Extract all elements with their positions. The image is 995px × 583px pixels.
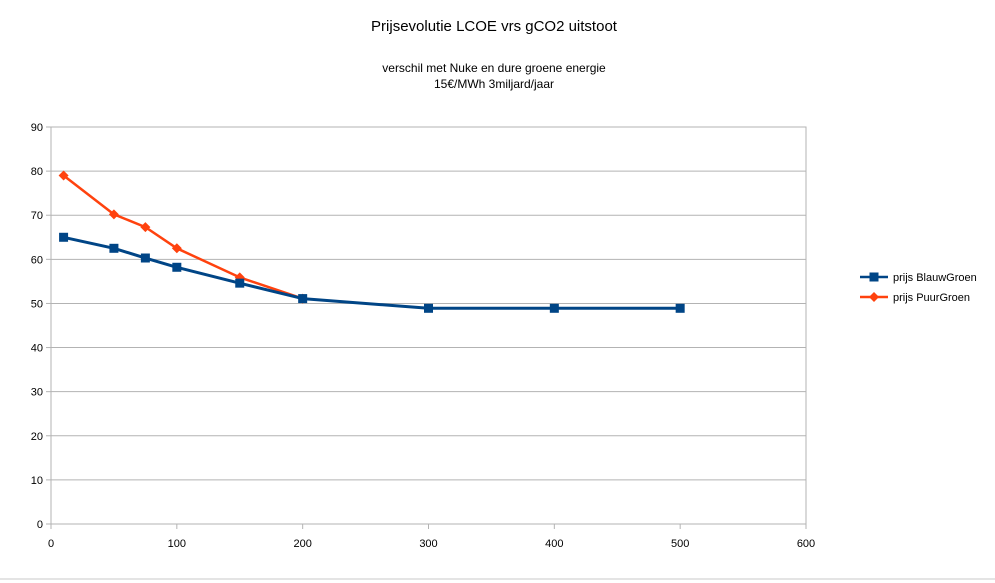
y-tick-label-9: 90 <box>31 122 43 134</box>
series-line-0 <box>63 235 681 310</box>
x-tick-label-6: 600 <box>797 538 815 550</box>
data-point-0-0 <box>59 232 69 242</box>
legend-marker-1 <box>869 292 879 302</box>
data-point-1-2 <box>140 222 151 233</box>
y-tick-label-6: 60 <box>31 254 43 266</box>
data-point-0-5 <box>298 294 308 304</box>
series-layer <box>58 170 685 313</box>
data-point-0-2 <box>140 253 150 263</box>
y-tick-label-7: 70 <box>31 210 43 222</box>
data-point-0-6 <box>424 303 433 313</box>
x-tick-label-2: 200 <box>293 538 311 550</box>
data-point-0-1 <box>109 243 119 253</box>
series-1 <box>58 170 308 304</box>
axes: 0 10 20 30 40 50 60 70 80 90 0 100 200 300 400 500 600 <box>31 122 815 550</box>
y-tick-label-2: 20 <box>31 431 43 443</box>
series-line-1 <box>62 174 304 300</box>
y-tick-label-0: 0 <box>37 519 43 531</box>
y-tick-label-8: 80 <box>31 166 43 178</box>
x-tick-label-0: 0 <box>48 538 54 550</box>
legend-label-1: prijs PuurGroen <box>893 292 970 304</box>
data-point-0-8 <box>675 303 685 313</box>
data-point-0-4 <box>235 278 245 288</box>
plot-area-border <box>50 126 807 525</box>
x-tick-label-5: 500 <box>671 538 689 550</box>
y-tick-label-5: 50 <box>31 298 43 310</box>
chart-title: Prijsevolutie LCOE vrs gCO2 uitstoot <box>371 18 618 35</box>
y-tick-label-3: 30 <box>31 387 43 399</box>
x-tick-label-3: 300 <box>419 538 437 550</box>
gridlines <box>51 126 806 525</box>
legend-entry-0: prijs BlauwGroen <box>860 272 977 284</box>
data-point-1-3 <box>171 243 182 254</box>
x-tick-label-4: 400 <box>545 538 563 550</box>
legend-entry-1: prijs PuurGroen <box>860 292 970 304</box>
y-tick-label-4: 40 <box>31 343 43 355</box>
x-tick-label-1: 100 <box>168 538 186 550</box>
legend-label-0: prijs BlauwGroen <box>893 272 977 284</box>
data-point-1-1 <box>108 209 119 220</box>
data-point-0-3 <box>172 262 182 272</box>
legend: prijs BlauwGroen prijs PuurGroen <box>860 272 977 304</box>
y-tick-label-1: 10 <box>31 475 43 487</box>
data-point-1-0 <box>58 170 69 181</box>
legend-marker-0 <box>869 272 879 282</box>
data-point-0-7 <box>549 303 559 313</box>
chart-subtitle-line-2: 15€/MWh 3miljard/jaar <box>434 77 554 91</box>
chart-subtitle-line-1: verschil met Nuke en dure groene energie <box>382 61 606 75</box>
series-0 <box>59 232 685 313</box>
